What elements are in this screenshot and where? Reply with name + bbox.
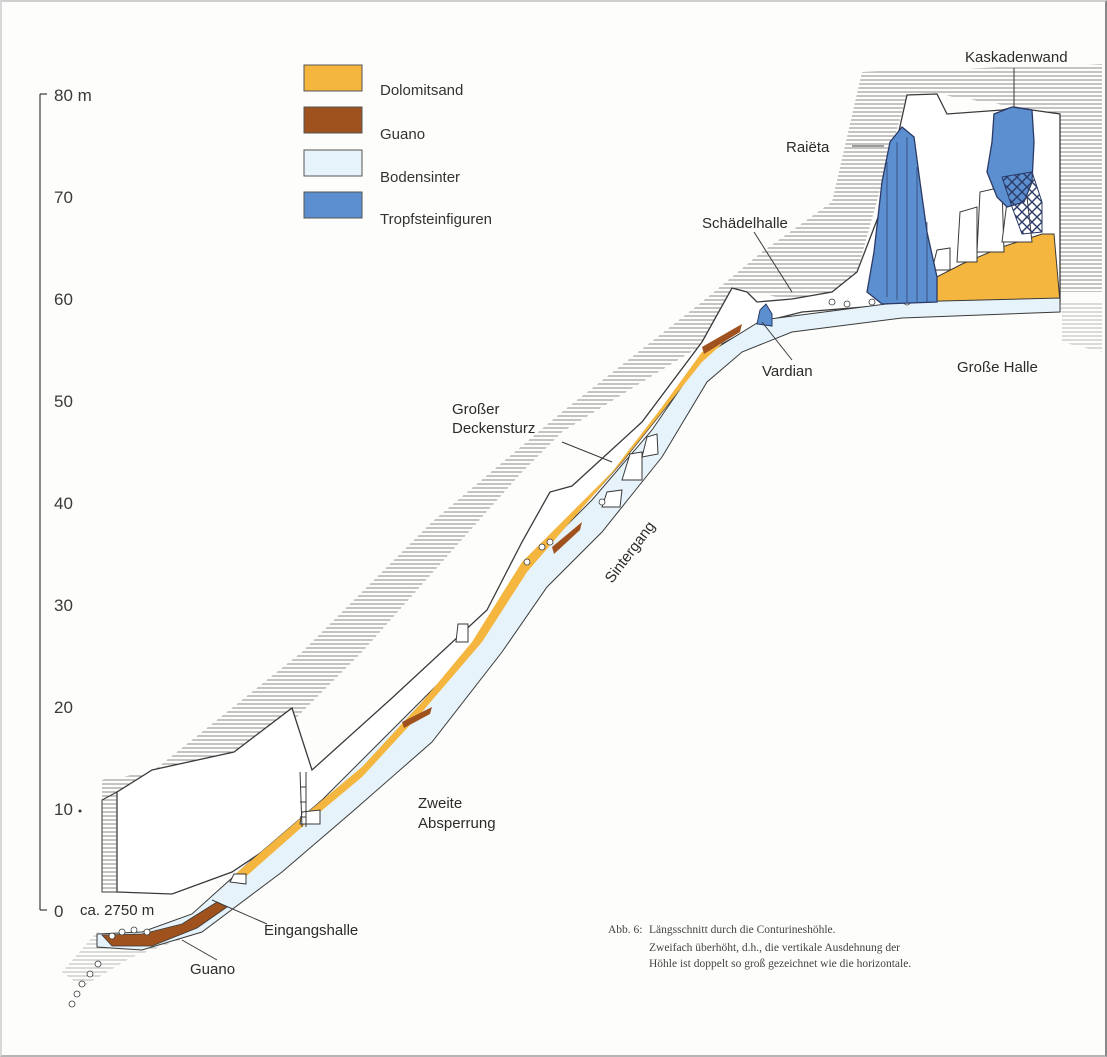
scale-tick-10: 10 xyxy=(54,800,73,819)
caption-line-2: Zweifach überhöht, d.h., die vertikale A… xyxy=(649,942,900,954)
label-vardian: Vardian xyxy=(762,363,813,380)
label-raieta: Raiëta xyxy=(786,139,830,156)
base-altitude-label: ca. 2750 m xyxy=(80,902,154,919)
label-grosse-halle: Große Halle xyxy=(957,359,1038,376)
dolomitsand-strip xyxy=(232,344,722,880)
label-deckensturz: Deckensturz xyxy=(452,420,535,437)
legend-swatch-dolomitsand xyxy=(303,64,363,92)
label-zweite: Zweite xyxy=(418,795,462,812)
label-schaedelhalle: Schädelhalle xyxy=(702,215,788,232)
callout-lines xyxy=(181,68,1015,961)
second-barrier xyxy=(299,771,307,828)
legend-label-bodensinter: Bodensinter xyxy=(380,169,460,186)
scale-dot xyxy=(78,809,82,813)
label-grosser: Großer xyxy=(452,401,500,418)
label-kaskadenwand: Kaskadenwand xyxy=(965,49,1068,66)
scale-tick-0: 0 xyxy=(54,902,63,921)
figure-caption: Abb. 6: Längsschnitt durch die Conturine… xyxy=(608,924,911,970)
bodensinter-floor xyxy=(96,297,1061,951)
rock-above-hatch xyxy=(102,64,1102,800)
legend-swatch-tropfsteinfiguren xyxy=(303,191,363,219)
raieta-stripes xyxy=(886,137,928,302)
label-absperrung: Absperrung xyxy=(418,815,496,832)
scale-label-80: 80 m xyxy=(54,86,92,105)
label-eingangshalle: Eingangshalle xyxy=(264,922,358,939)
scale-tick-20: 20 xyxy=(54,698,73,717)
caption-number: Abb. 6: xyxy=(608,924,643,936)
caption-line-1: Längsschnitt durch die Conturineshöhle. xyxy=(649,924,836,936)
scale-tick-60: 60 xyxy=(54,290,73,309)
scale-tick-40: 40 xyxy=(54,494,73,513)
scale-tick-50: 50 xyxy=(54,392,73,411)
label-sintergang: Sintergang xyxy=(602,518,659,586)
scale-tick-30: 30 xyxy=(54,596,73,615)
kaskadenwand-lattice xyxy=(1001,171,1043,235)
raieta-dripstone xyxy=(866,126,938,305)
pebbles xyxy=(68,296,911,1008)
entrance-wall xyxy=(101,791,118,893)
legend: Dolomitsand Guano Bodensinter Tropfstein… xyxy=(303,64,492,228)
legend-swatch-guano xyxy=(303,106,363,134)
legend-swatch-bodensinter xyxy=(303,149,363,177)
legend-label-guano: Guano xyxy=(380,126,425,143)
legend-label-tropfsteinfiguren: Tropfsteinfiguren xyxy=(380,211,492,228)
legend-label-dolomitsand: Dolomitsand xyxy=(380,82,463,99)
scale-tick-70: 70 xyxy=(54,188,73,207)
caption-line-3: Höhle ist doppelt so groß gezeichnet wie… xyxy=(649,958,911,970)
vertical-scale xyxy=(39,93,47,911)
boulders xyxy=(229,186,1033,885)
label-guano: Guano xyxy=(190,961,235,978)
vardian-dripstone xyxy=(756,303,773,327)
